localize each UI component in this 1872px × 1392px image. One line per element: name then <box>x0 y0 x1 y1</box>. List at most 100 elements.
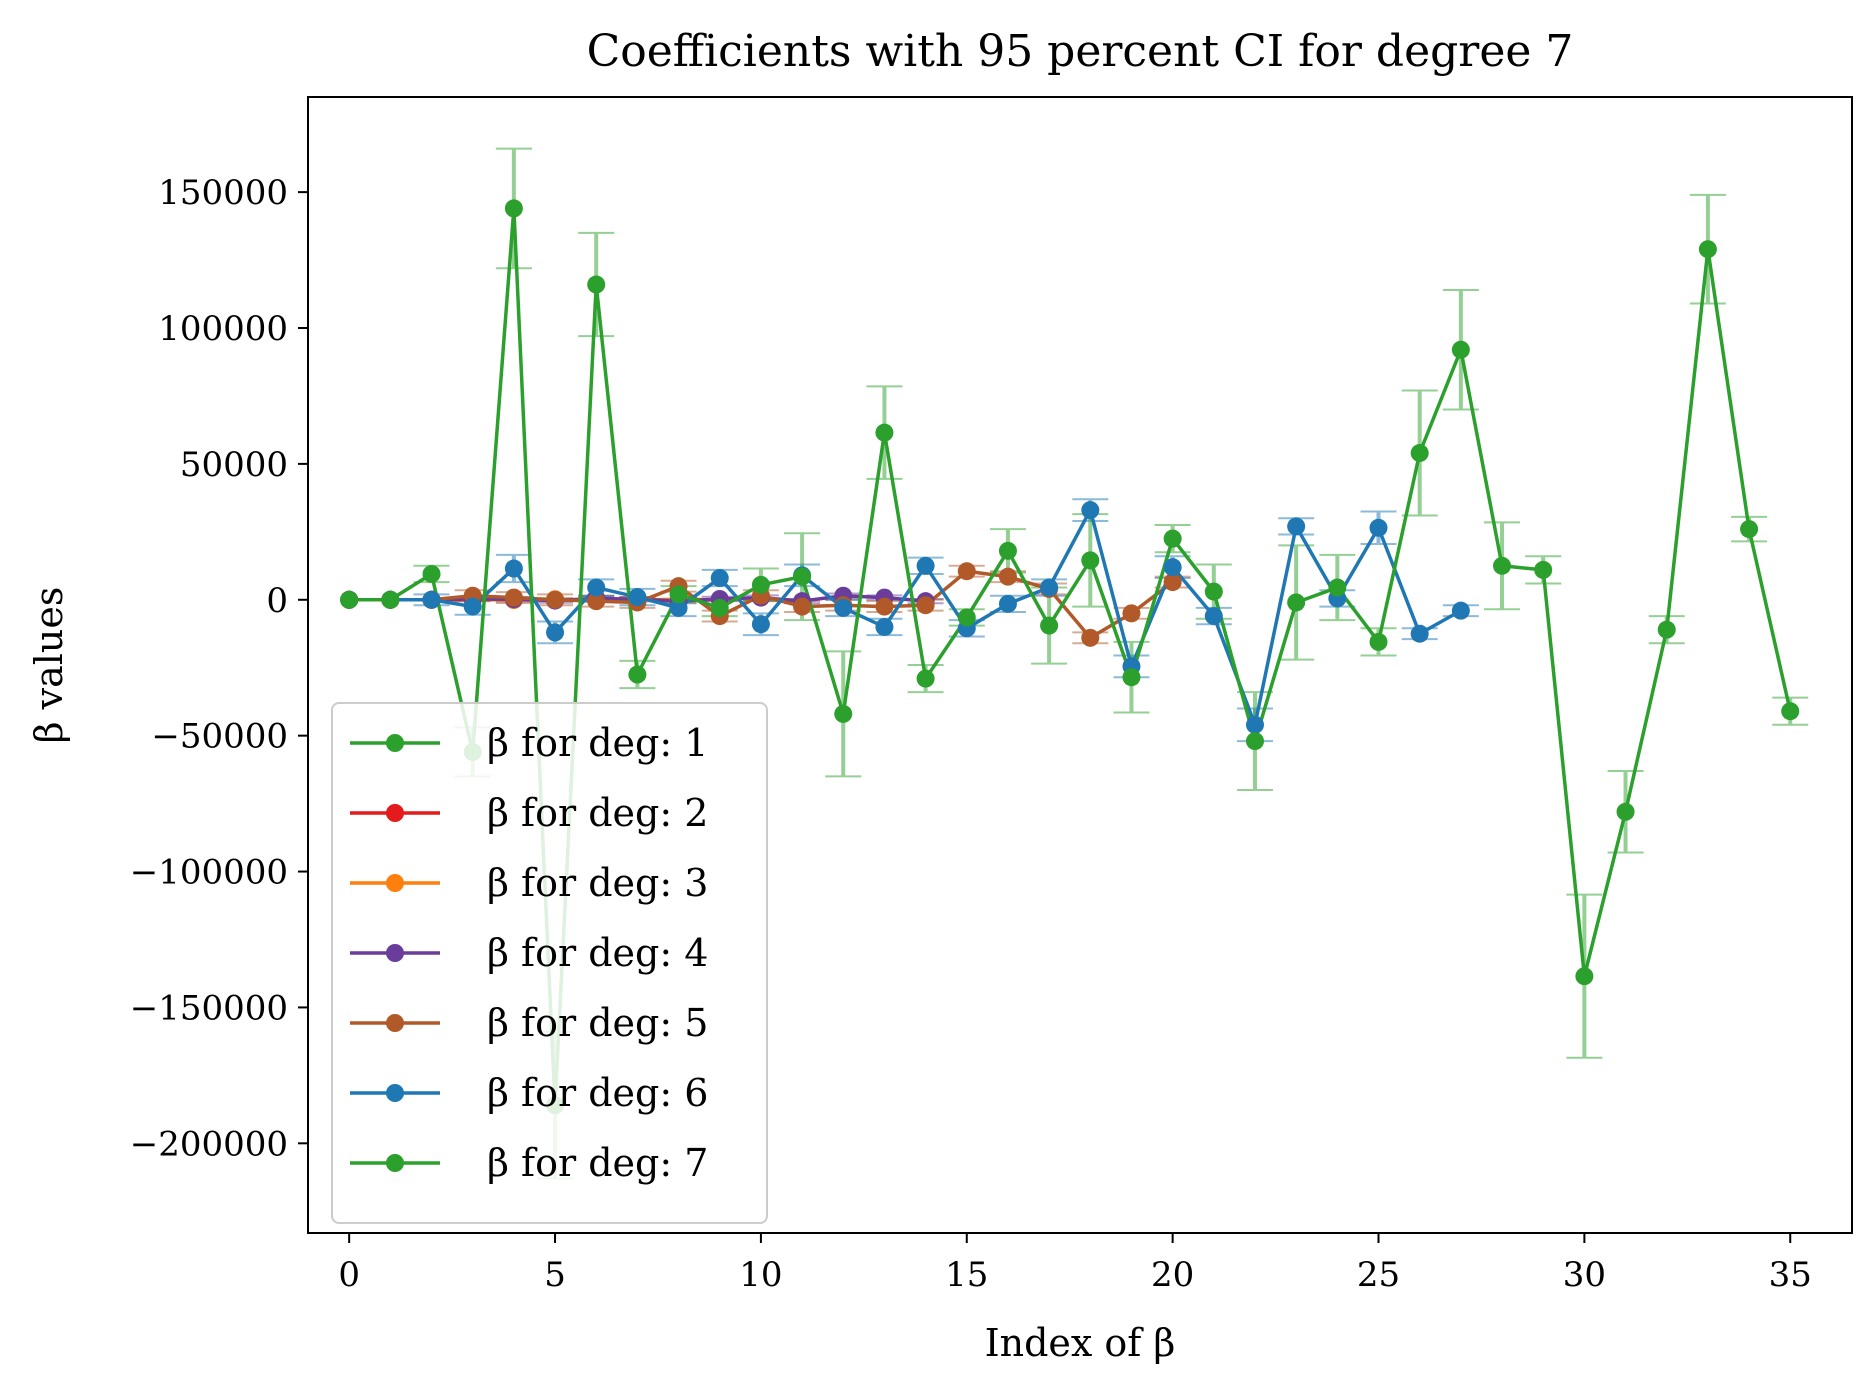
plot-frame <box>307 96 1853 1234</box>
y-tick-label: −150000 <box>130 988 288 1028</box>
data-point <box>1163 573 1182 592</box>
data-point <box>875 617 894 636</box>
data-point <box>1081 551 1100 570</box>
x-tick-label: 0 <box>338 1255 360 1295</box>
data-point <box>957 608 976 627</box>
data-point <box>957 562 976 581</box>
data-point <box>587 592 606 611</box>
data-point <box>1081 628 1100 647</box>
legend-label: β for deg: 4 <box>487 931 708 975</box>
data-point <box>1781 702 1800 721</box>
data-point <box>1122 668 1141 687</box>
series-line <box>349 508 1462 727</box>
legend-item: β for deg: 3 <box>350 861 708 905</box>
y-tick-label: 0 <box>266 581 288 621</box>
data-point <box>1698 240 1717 259</box>
y-axis-ticks: 150000 100000 50000 0 −50000 −100000 −150000 −2… <box>130 173 308 1164</box>
data-point <box>546 590 565 609</box>
data-point <box>1081 501 1100 520</box>
x-tick-label: 25 <box>1357 1255 1400 1295</box>
legend-item: β for deg: 5 <box>350 1001 708 1045</box>
x-axis-label: Index of β <box>985 1321 1176 1365</box>
data-point <box>710 598 729 617</box>
y-tick-label: 150000 <box>158 173 288 213</box>
data-point <box>546 623 565 642</box>
data-point <box>1410 624 1429 643</box>
legend-label: β for deg: 1 <box>487 721 708 765</box>
data-point <box>504 559 523 578</box>
data-point <box>710 569 729 588</box>
plot-area <box>340 147 1809 1180</box>
data-point <box>1451 340 1470 359</box>
data-point <box>916 556 935 575</box>
x-tick-label: 15 <box>945 1255 988 1295</box>
data-point <box>1122 604 1141 623</box>
data-point <box>1287 517 1306 536</box>
legend-label: β for deg: 5 <box>487 1001 708 1045</box>
data-point <box>875 597 894 616</box>
legend-label: β for deg: 2 <box>487 791 708 835</box>
legend-label: β for deg: 6 <box>487 1071 708 1115</box>
legend-item: β for deg: 7 <box>350 1141 708 1185</box>
data-point <box>793 597 812 616</box>
y-tick-label: 100000 <box>158 309 288 349</box>
x-tick-label: 20 <box>1151 1255 1194 1295</box>
legend-item: β for deg: 4 <box>350 931 708 975</box>
data-point <box>834 704 853 723</box>
data-point <box>1657 620 1676 639</box>
data-point <box>628 665 647 684</box>
data-point <box>834 598 853 617</box>
chart-title: Coefficients with 95 percent CI for degr… <box>587 26 1574 77</box>
data-point <box>998 567 1017 586</box>
legend-item: β for deg: 6 <box>350 1071 708 1115</box>
data-point <box>463 597 482 616</box>
data-point <box>793 567 812 586</box>
data-point <box>422 564 441 583</box>
data-point <box>504 199 523 218</box>
data-point <box>1040 578 1059 597</box>
data-point <box>504 588 523 607</box>
legend-label: β for deg: 7 <box>487 1141 708 1185</box>
data-point <box>1204 582 1223 601</box>
data-point <box>669 598 688 617</box>
data-point <box>1040 616 1059 635</box>
x-tick-label: 10 <box>739 1255 782 1295</box>
y-tick-label: 50000 <box>180 445 288 485</box>
data-point <box>1328 578 1347 597</box>
data-point <box>1493 556 1512 575</box>
data-point <box>1163 558 1182 577</box>
data-point <box>587 578 606 597</box>
data-point <box>1245 732 1264 751</box>
data-point <box>916 596 935 615</box>
data-point <box>1163 529 1182 548</box>
data-point <box>1369 632 1388 651</box>
x-tick-label: 5 <box>544 1255 566 1295</box>
legend-label: β for deg: 3 <box>487 861 708 905</box>
data-point <box>1616 802 1635 821</box>
data-point <box>751 575 770 594</box>
data-point <box>1740 520 1759 539</box>
data-point <box>916 669 935 688</box>
data-point <box>381 590 400 609</box>
legend-item: β for deg: 1 <box>350 721 708 765</box>
data-point <box>1410 444 1429 463</box>
data-point <box>1451 601 1470 620</box>
series-markers <box>340 199 1800 1115</box>
x-tick-label: 30 <box>1563 1255 1606 1295</box>
data-point <box>998 541 1017 560</box>
data-point <box>669 585 688 604</box>
legend-box <box>331 702 768 1224</box>
series-line <box>349 206 1792 1108</box>
data-point <box>751 615 770 634</box>
y-tick-label: −100000 <box>130 853 288 893</box>
y-tick-label: −50000 <box>151 717 288 757</box>
y-axis-label: β values <box>27 587 71 744</box>
y-tick-label: −200000 <box>130 1124 288 1164</box>
data-point <box>1245 715 1264 734</box>
data-point <box>875 423 894 442</box>
data-point <box>1534 560 1553 579</box>
data-point <box>628 588 647 607</box>
data-point <box>1369 518 1388 537</box>
data-point <box>998 594 1017 613</box>
